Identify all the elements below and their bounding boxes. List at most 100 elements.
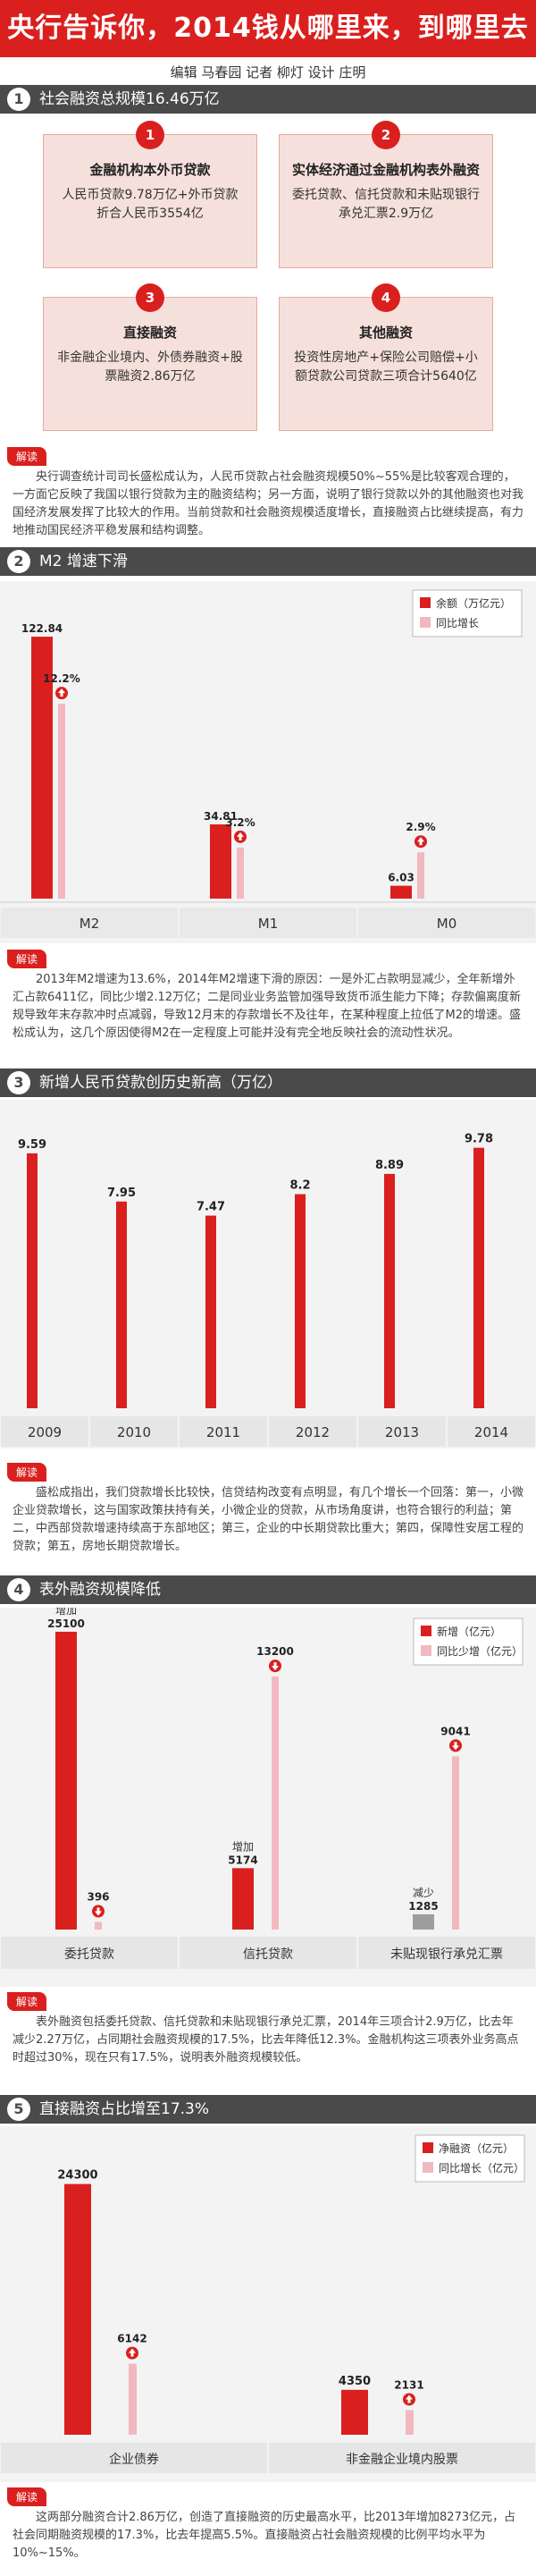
arrow-up-glyph bbox=[129, 2348, 136, 2357]
category-label: 2013 bbox=[385, 1424, 419, 1440]
commentary-text: 2013年M2增速为13.6%，2014年M2增速下滑的原因：一是外汇占款明显减… bbox=[13, 973, 522, 1040]
section-number: 2 bbox=[7, 550, 30, 573]
category-label: 2014 bbox=[474, 1424, 508, 1440]
bar-new bbox=[55, 1631, 77, 1930]
commentary-4: 解读 表外融资包括委托贷款、信托贷款和未贴现银行承兑汇票，2014年三项合计2.… bbox=[0, 1992, 536, 2083]
chart-background bbox=[0, 1608, 536, 1987]
page-title: 央行告诉你，2014钱从哪里来，到哪里去 bbox=[0, 0, 536, 57]
arrow-up-glyph bbox=[237, 832, 244, 840]
financing-card-3: 3 直接融资 非金融企业境内、外债券融资+股票融资2.86万亿 bbox=[43, 283, 257, 431]
arrow-up-glyph bbox=[417, 837, 424, 846]
commentary-1: 解读 央行调查统计司司长盛松成认为，人民币贷款占社会融资规模50%~55%是比较… bbox=[0, 447, 536, 540]
category-cell bbox=[269, 2443, 535, 2473]
category-cell bbox=[180, 1416, 267, 1447]
section-title: 直接融资占比增至17.3% bbox=[39, 2100, 210, 2118]
card-badge: 1 bbox=[136, 121, 164, 149]
bar-balance bbox=[31, 637, 53, 899]
data-label: 7.95 bbox=[107, 1187, 136, 1200]
commentary-label: 解读 bbox=[7, 447, 47, 466]
category-cell bbox=[448, 1416, 535, 1447]
section-5-header: 5 直接融资占比增至17.3% bbox=[0, 2095, 536, 2124]
data-label: 9041 bbox=[440, 1725, 470, 1737]
arrow-up-glyph bbox=[58, 688, 65, 697]
data-label: 2.9% bbox=[406, 821, 435, 833]
arrow-down-glyph bbox=[95, 1907, 102, 1916]
category-label: 2012 bbox=[296, 1424, 330, 1440]
section-1-header: 1 社会融资总规模16.46万亿 bbox=[0, 85, 536, 114]
new-loans-chart: 9.59 2009 7.95 2010 7.47 2011 8.2 2012 8.89 2013 9… bbox=[0, 1100, 536, 1448]
section-4-header: 4 表外融资规模降低 bbox=[0, 1575, 536, 1604]
category-label: 企业债券 bbox=[109, 2452, 159, 2467]
data-label: 25100 bbox=[47, 1617, 85, 1630]
section-2-header: 2 M2 增速下滑 bbox=[0, 547, 536, 576]
card-body: 投资性房地产+保险公司赔偿+小额贷款公司贷款三项合计5640亿 bbox=[294, 351, 478, 384]
bar-growth bbox=[417, 852, 424, 899]
card-body: 非金融企业境内、外债券融资+股票融资2.86万亿 bbox=[57, 351, 243, 384]
data-label: 122.84 bbox=[21, 622, 63, 635]
card-badge: 2 bbox=[372, 121, 400, 149]
data-label: 3.2% bbox=[225, 816, 255, 829]
data-label: 4350 bbox=[339, 2375, 371, 2388]
legend-swatch bbox=[420, 597, 431, 608]
data-label: 8.89 bbox=[375, 1159, 404, 1172]
arrow-down-glyph bbox=[452, 1742, 459, 1751]
legend-label: 同比增长 bbox=[436, 617, 479, 629]
section-number: 3 bbox=[7, 1071, 30, 1094]
bar-new bbox=[413, 1913, 434, 1930]
bar-balance bbox=[390, 885, 412, 899]
legend-swatch bbox=[423, 2162, 433, 2173]
direct-financing-chart: 净融资（亿元） 同比增长（亿元） 24300 6142 企业债券 4350 2131 非金融企… bbox=[0, 2126, 536, 2482]
legend-box bbox=[412, 589, 523, 638]
card-title: 金融机构本外币贷款 bbox=[89, 162, 211, 178]
data-label: 7.47 bbox=[197, 1201, 225, 1214]
off-balance-chart: 新增（亿元）同比少增（亿元）增加25100396委托贷款增加517413200信… bbox=[0, 1608, 536, 1987]
bar-loan bbox=[473, 1147, 484, 1408]
bar-yoy bbox=[95, 1921, 102, 1930]
category-cell bbox=[1, 1416, 88, 1447]
data-note: 减少 bbox=[413, 1887, 434, 1899]
category-cell bbox=[1, 1937, 178, 1969]
section-3-header: 3 新增人民币贷款创历史新高（万亿） bbox=[0, 1068, 536, 1097]
bar-loan bbox=[295, 1194, 306, 1408]
section-title: 社会融资总规模16.46万亿 bbox=[39, 90, 220, 108]
data-label: 13200 bbox=[256, 1645, 294, 1658]
bar-balance bbox=[210, 823, 231, 899]
data-label: 9.78 bbox=[465, 1133, 493, 1146]
data-label: 8.2 bbox=[289, 1179, 310, 1193]
legend-label: 同比少增（亿元） bbox=[437, 1644, 523, 1658]
commentary-text: 这两部分融资合计2.86万亿，创造了直接融资的历史最高水平，比2013年增加82… bbox=[13, 2511, 516, 2560]
category-cell bbox=[1, 2443, 267, 2473]
bar-yoy bbox=[272, 1677, 279, 1930]
data-label: 24300 bbox=[57, 2169, 97, 2183]
section-number: 4 bbox=[7, 1578, 30, 1601]
category-cell bbox=[358, 1937, 535, 1969]
commentary-label: 解读 bbox=[7, 1463, 47, 1482]
bar-yoy bbox=[406, 2410, 414, 2435]
section-number: 1 bbox=[7, 88, 30, 111]
bar-growth bbox=[237, 847, 244, 899]
card-body: 人民币贷款9.78万亿+外币贷款折合人民币3554亿 bbox=[62, 188, 239, 221]
bar-yoy bbox=[452, 1756, 459, 1930]
credits: 编辑 马春园 记者 柳灯 设计 庄明 bbox=[170, 64, 366, 80]
category-label: 2011 bbox=[206, 1424, 240, 1440]
data-note: 增加 bbox=[232, 1840, 254, 1853]
bar-new bbox=[232, 1868, 254, 1930]
category-cell bbox=[180, 908, 356, 938]
legend-box bbox=[415, 2134, 525, 2183]
commentary-label: 解读 bbox=[7, 2487, 47, 2506]
financing-card-2: 2 实体经济通过金融机构表外融资 委托贷款、信托贷款和未贴现银行承兑汇票2.9万… bbox=[279, 121, 493, 268]
category-label: 委托贷款 bbox=[64, 1947, 114, 1962]
bar-growth bbox=[58, 704, 65, 899]
arrow-up-glyph bbox=[406, 2394, 413, 2403]
category-cell bbox=[358, 1416, 446, 1447]
category-cell bbox=[358, 908, 535, 938]
category-label: 2009 bbox=[28, 1424, 62, 1440]
legend-swatch bbox=[423, 2142, 433, 2153]
bar-net bbox=[64, 2183, 91, 2435]
legend-swatch bbox=[420, 617, 431, 628]
category-cell bbox=[269, 1416, 356, 1447]
data-label: 6.03 bbox=[388, 872, 415, 884]
bar-loan bbox=[384, 1173, 395, 1408]
category-label: 非金融企业境内股票 bbox=[346, 2452, 458, 2467]
header: 央行告诉你，2014钱从哪里来，到哪里去 编辑 马春园 记者 柳灯 设计 庄明 bbox=[0, 0, 536, 98]
